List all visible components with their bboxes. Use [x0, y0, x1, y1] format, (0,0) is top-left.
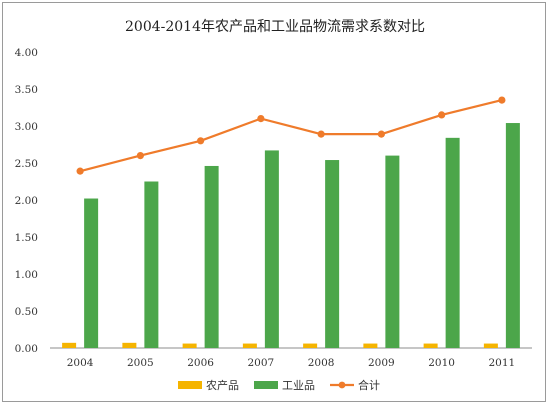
y-tick-label: 4.00 — [15, 47, 38, 59]
legend: 农产品 工业品 合计 — [178, 378, 380, 392]
line-series — [76, 96, 506, 175]
chart-title: 2004-2014年农产品和工业品物流需求系数对比 — [125, 19, 425, 35]
axes: 0.00 0.50 1.00 1.50 2.00 2.50 3.00 3.50 4.00 2004… — [15, 47, 532, 369]
line-point — [317, 130, 325, 138]
x-tick-label: 2011 — [489, 357, 516, 369]
bar-农产品 — [483, 343, 498, 348]
bar-工业品 — [385, 155, 400, 348]
x-tick-label: 2004 — [67, 357, 94, 369]
x-tick-label: 2009 — [368, 357, 395, 369]
y-tick-label: 2.50 — [15, 158, 38, 170]
y-tick-label: 0.00 — [15, 343, 38, 355]
line-point — [498, 96, 506, 104]
legend-swatch — [178, 381, 202, 389]
bar-农产品 — [303, 343, 318, 348]
bar-农产品 — [182, 343, 197, 348]
x-tick-label: 2010 — [428, 357, 455, 369]
legend-label: 工业品 — [282, 379, 315, 392]
y-tick-label: 2.00 — [15, 195, 38, 207]
bar-工业品 — [144, 181, 159, 348]
line-point — [377, 130, 385, 138]
bar-工业品 — [264, 150, 279, 348]
line-point — [76, 167, 84, 175]
y-tick-label: 1.50 — [15, 232, 38, 244]
x-tick-label: 2006 — [187, 357, 214, 369]
y-tick-label: 3.00 — [15, 121, 38, 133]
line-point — [136, 152, 144, 160]
x-tick-label: 2008 — [308, 357, 335, 369]
y-tick-label: 0.50 — [15, 306, 38, 318]
bar-农产品 — [122, 342, 137, 348]
bar-工业品 — [505, 123, 520, 348]
line-point — [438, 111, 446, 119]
bar-工业品 — [84, 198, 99, 348]
bar-农产品 — [363, 343, 378, 348]
bar-工业品 — [204, 165, 219, 348]
legend-swatch — [254, 381, 278, 389]
legend-label: 合计 — [358, 378, 380, 392]
bars — [62, 123, 520, 348]
y-tick-label: 3.50 — [15, 84, 38, 96]
legend-label: 农产品 — [206, 378, 239, 392]
bar-工业品 — [325, 160, 340, 348]
y-tick-label: 1.00 — [15, 269, 38, 281]
bar-农产品 — [62, 342, 77, 348]
bar-农产品 — [423, 343, 438, 348]
x-tick-label: 2005 — [127, 357, 154, 369]
bar-农产品 — [242, 343, 257, 348]
line-合计 — [79, 99, 503, 173]
line-point — [197, 137, 205, 145]
legend-swatch-marker — [338, 381, 346, 389]
line-point — [257, 115, 265, 123]
x-tick-label: 2007 — [248, 357, 275, 369]
bar-工业品 — [445, 137, 460, 348]
